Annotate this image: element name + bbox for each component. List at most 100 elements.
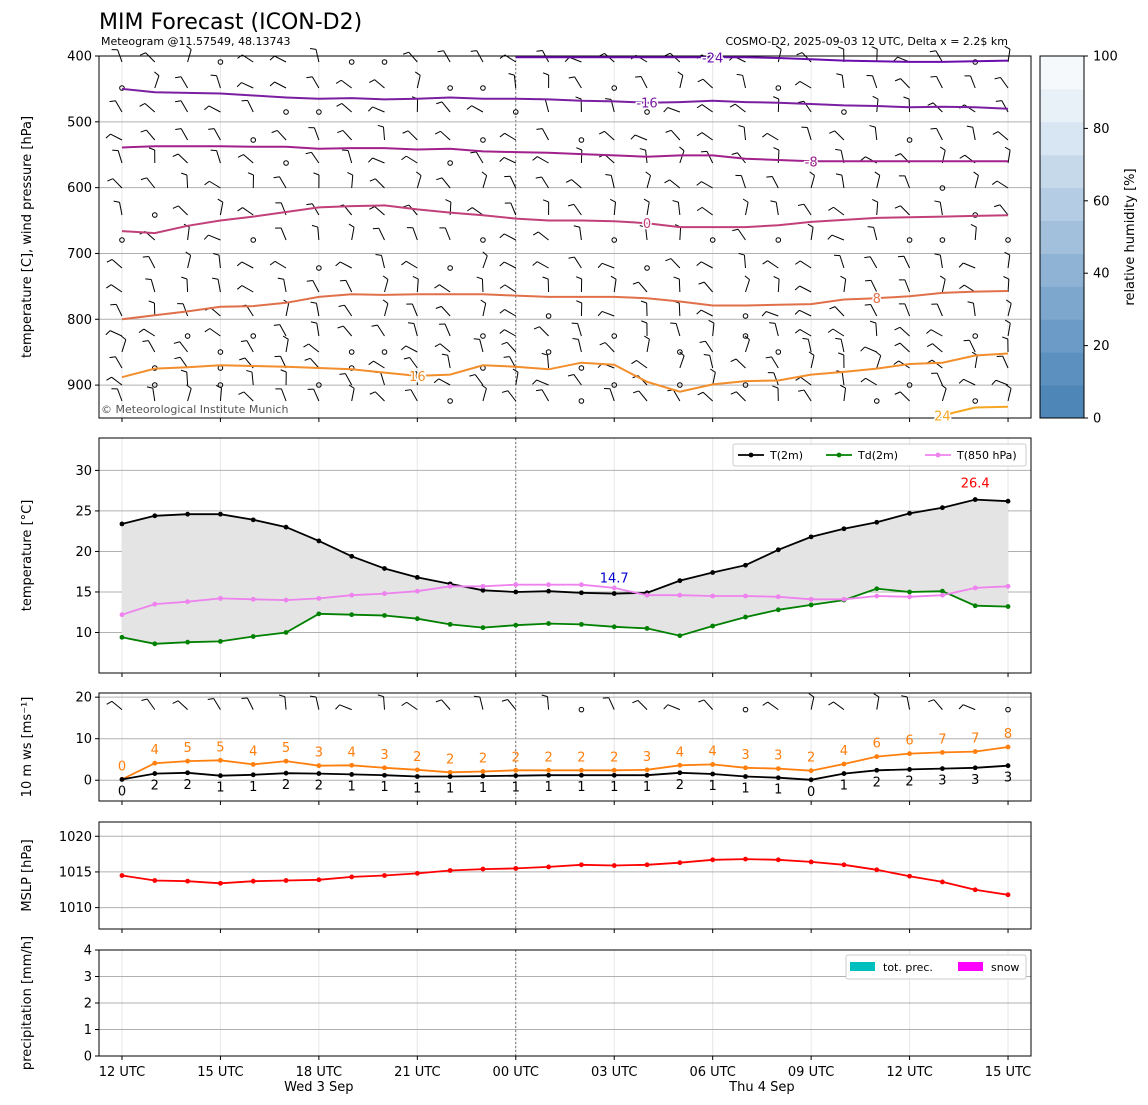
wind-barb-flag-icon xyxy=(347,171,353,176)
wind-barb-flag-icon xyxy=(400,345,407,351)
data-point xyxy=(972,585,978,591)
wind-barb-flag-icon xyxy=(207,698,214,701)
wind-barb-flag-icon xyxy=(941,384,947,389)
temperature-panel: 10 15 20 25 30 temperature [°C] 14.7 26.4 T(2m) T… xyxy=(20,437,1032,677)
x-tick-label: 09 UTC xyxy=(788,1065,834,1080)
isotherm-label: -24 xyxy=(702,51,723,66)
wind-barb-flag-icon xyxy=(567,203,575,207)
data-point xyxy=(283,770,289,776)
extreme-annotation: 14.7 xyxy=(600,571,629,586)
wind-barb-icon xyxy=(702,78,714,89)
data-point xyxy=(874,519,880,525)
data-point xyxy=(775,766,781,771)
series-line xyxy=(121,498,1009,595)
wind-barb-flag-icon xyxy=(967,301,974,304)
legend-label: tot. prec. xyxy=(883,961,933,974)
data-point xyxy=(1005,498,1011,504)
wind-barb-icon xyxy=(111,700,123,711)
wind-barb-icon xyxy=(246,697,254,710)
wind-barb-icon xyxy=(1002,355,1009,369)
wind-barb-icon xyxy=(636,359,648,369)
value-label: 1 xyxy=(249,780,257,795)
wind-barb-icon xyxy=(734,103,746,113)
value-label: 0 xyxy=(807,785,815,800)
wind-barb-icon xyxy=(640,76,648,89)
y-tick-label: 20 xyxy=(75,691,92,706)
wind-barb-flag-icon xyxy=(696,261,702,267)
wind-barb-icon xyxy=(930,329,943,337)
wind-barb-icon xyxy=(936,76,943,89)
wind-barb-icon xyxy=(504,329,517,337)
calm-wind-icon xyxy=(217,349,224,355)
value-label: 1 xyxy=(380,780,388,795)
data-point xyxy=(939,592,945,598)
wind-barb-flag-icon xyxy=(696,104,703,109)
wind-barb-flag-icon xyxy=(794,329,801,334)
value-label: 5 xyxy=(282,741,290,756)
wind-barb-flag-icon xyxy=(172,205,179,209)
value-label: 3 xyxy=(741,748,749,763)
y-tick-label: 1020 xyxy=(59,830,92,845)
wind-barb-icon xyxy=(315,303,320,317)
wind-barb-flag-icon xyxy=(499,233,505,239)
data-point xyxy=(808,602,814,608)
wind-barb-flag-icon xyxy=(598,130,605,135)
wind-barb-icon xyxy=(110,133,123,141)
wind-barb-icon xyxy=(246,340,254,353)
wind-barb-flag-icon xyxy=(470,151,477,154)
wind-barb-icon xyxy=(613,202,617,216)
wind-barb-icon xyxy=(667,704,681,711)
data-point xyxy=(611,767,617,773)
wind-barb-flag-icon xyxy=(867,226,874,228)
wind-barb-flag-icon xyxy=(991,379,997,386)
wind-barb-flag-icon xyxy=(700,150,708,153)
wind-barb-flag-icon xyxy=(369,206,375,210)
data-point xyxy=(119,634,125,640)
wind-barb-flag-icon xyxy=(335,79,342,84)
wind-barb-flag-icon xyxy=(576,147,583,151)
wind-barb-flag-icon xyxy=(673,276,680,280)
panel-frame xyxy=(98,821,1032,930)
wind-barb-icon xyxy=(146,129,156,141)
colorbar-band xyxy=(1040,187,1084,222)
wind-barb-icon xyxy=(280,388,287,402)
wind-barb-flag-icon xyxy=(630,134,636,140)
wind-barb-flag-icon xyxy=(696,132,703,137)
wind-barb-icon xyxy=(279,324,287,337)
wind-barb-flag-icon xyxy=(840,384,846,389)
wind-barb-icon xyxy=(482,303,487,317)
wind-barb-icon xyxy=(899,326,910,337)
wind-barb-icon xyxy=(974,227,977,241)
data-point xyxy=(546,864,551,870)
value-label: 1 xyxy=(446,781,454,796)
wind-barb-icon xyxy=(148,256,156,269)
wind-barb-icon xyxy=(701,181,713,189)
calm-wind-icon xyxy=(677,382,683,388)
data-point xyxy=(414,574,420,580)
wind-barb-icon xyxy=(411,303,418,317)
data-point xyxy=(939,750,945,755)
wind-barb-icon xyxy=(410,389,418,402)
wind-barb-flag-icon xyxy=(640,300,647,304)
data-point xyxy=(283,630,289,635)
wind-barb-icon xyxy=(675,323,681,337)
wind-barb-flag-icon xyxy=(994,76,1001,80)
data-point xyxy=(119,612,125,618)
data-point xyxy=(119,777,125,782)
wind-barb-flag-icon xyxy=(532,231,539,236)
data-point xyxy=(710,762,716,767)
data-point xyxy=(218,638,223,644)
series-T(2m) xyxy=(119,497,1011,596)
wind-barb-flag-icon xyxy=(710,368,716,373)
value-label: 1 xyxy=(840,779,848,794)
wind-barb-flag-icon xyxy=(1004,45,1011,50)
wind-barb-flag-icon xyxy=(573,225,580,228)
wind-barb-icon xyxy=(702,391,714,402)
wind-barb-flag-icon xyxy=(860,377,866,383)
wind-barb-flag-icon xyxy=(576,300,582,304)
data-point xyxy=(874,867,880,873)
wind-barb-icon xyxy=(472,207,484,216)
wind-barb-flag-icon xyxy=(535,176,542,179)
wind-barb-flag-icon xyxy=(142,340,149,343)
wind-barb-flag-icon xyxy=(639,148,646,151)
